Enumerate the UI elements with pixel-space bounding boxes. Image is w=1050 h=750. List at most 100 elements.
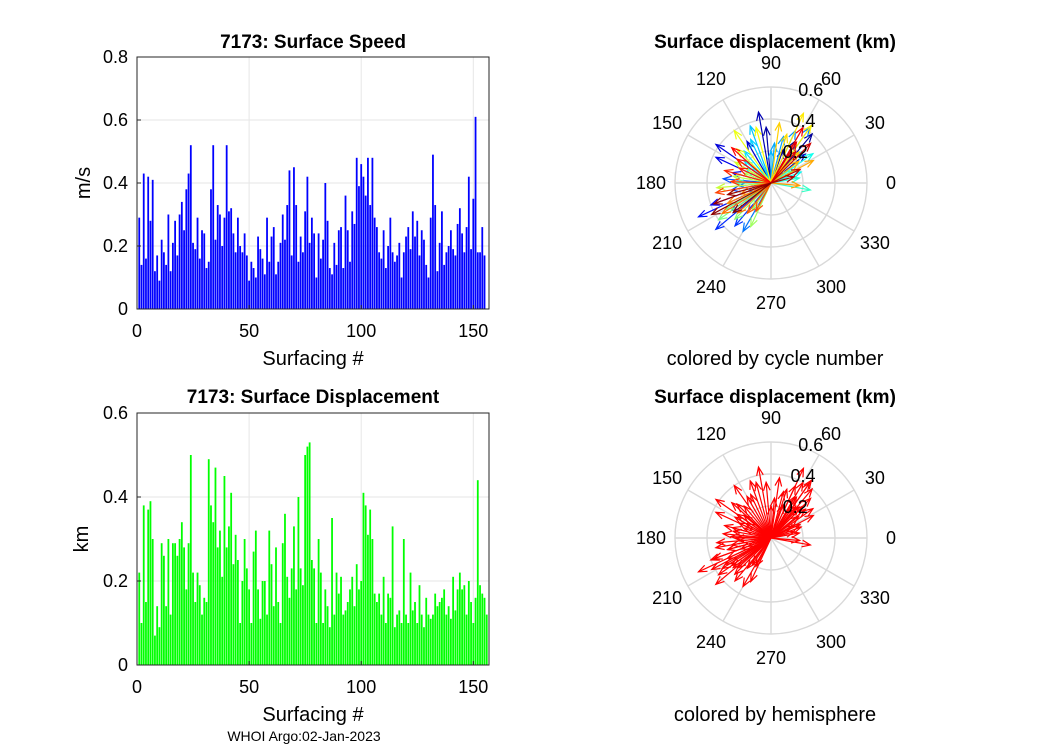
disp-bar [302, 585, 304, 665]
speed-bar [286, 205, 289, 309]
disp-bar [340, 576, 342, 665]
speed-bar [145, 258, 147, 309]
polar1-arrowhead [731, 204, 742, 214]
polar2-vector [730, 536, 772, 539]
speed-bar [315, 277, 318, 309]
polar1-arrowhead [743, 149, 753, 160]
polar2-arrowhead [749, 479, 757, 490]
disp-bar [373, 593, 376, 665]
polar1-arrowhead [751, 200, 761, 211]
disp-bar [445, 614, 448, 665]
speed-bar [382, 230, 385, 309]
displacement-title: 7173: Surface Displacement [187, 387, 440, 408]
speed-bar [456, 223, 459, 309]
speed-bar [384, 268, 387, 309]
disp-bar [461, 589, 463, 665]
disp-bar [234, 534, 237, 665]
polar1-spoke [770, 182, 820, 267]
polar2-arrowhead [802, 497, 812, 507]
polar1-vector [724, 170, 772, 184]
polar1-vector [770, 134, 788, 184]
speed-bar [149, 220, 152, 309]
disp-bar [360, 581, 363, 665]
polar2-arrowhead [756, 465, 764, 477]
polar1-vector [755, 182, 772, 212]
speed-bar [400, 277, 403, 309]
disp-bar [398, 610, 401, 665]
disp-bar [205, 602, 208, 665]
disp-bar [324, 589, 327, 665]
disp-bar [479, 585, 481, 665]
speed-ytick-label: 0.6 [103, 110, 128, 130]
polar1-angle-label: 240 [696, 277, 726, 297]
polar2-arrowhead [731, 559, 742, 569]
speed-bar [326, 220, 329, 309]
speed-bar [319, 258, 322, 309]
disp-bar [353, 606, 356, 665]
speed-ticks: 0 50 100 150 0 0.2 0.4 0.6 0.8 [103, 47, 488, 341]
speed-bar [447, 246, 450, 309]
disp-bar [248, 589, 250, 665]
speed-bar [297, 261, 300, 309]
speed-bar [234, 252, 237, 309]
disp-bar [192, 572, 194, 665]
speed-bar [201, 230, 203, 309]
speed-bar [138, 217, 141, 309]
speed-bar [243, 233, 246, 309]
polar2-arrowhead [790, 535, 802, 544]
speed-bar [353, 223, 356, 309]
polar1-vector [727, 182, 772, 196]
disp-bar [315, 623, 318, 665]
disp-bar [194, 602, 197, 665]
speed-bar [358, 186, 360, 309]
disp-bar [243, 539, 246, 665]
disp-bar [281, 543, 284, 665]
polar2-arrowhead [742, 577, 751, 588]
polar2-vector [770, 477, 781, 539]
disp-bar [349, 589, 351, 665]
polar2-arrowhead [733, 484, 743, 495]
polar1-vector [721, 182, 772, 215]
speed-bar [405, 236, 407, 309]
polar2-vector [770, 468, 805, 539]
disp-bar [236, 560, 239, 665]
speed-title: 7173: Surface Speed [220, 32, 406, 53]
disp-bar [156, 606, 159, 665]
disp-bar [310, 560, 313, 665]
disp-bar [425, 597, 428, 665]
polar2-vector [727, 537, 772, 551]
speed-bar [432, 154, 434, 309]
disp-bar [427, 614, 430, 665]
polar1-vector [715, 182, 772, 194]
speed-bar [449, 230, 452, 309]
disp-bar [344, 610, 347, 665]
polar1-vector [731, 147, 772, 184]
speed-bar [481, 227, 484, 309]
disp-bar [279, 623, 282, 665]
polar2-angle-label: 60 [821, 424, 841, 444]
disp-bar [308, 442, 311, 665]
polar1-arrowhead [714, 221, 725, 231]
speed-bar [174, 220, 177, 309]
disp-bar [470, 602, 472, 665]
speed-bar [205, 268, 208, 309]
disp-bar [185, 589, 188, 665]
polar2-vector [749, 480, 772, 539]
speed-bar [407, 227, 410, 309]
speed-bar [259, 249, 262, 309]
speed-bar [342, 268, 345, 309]
polar2-arrowhead [729, 532, 740, 541]
polar1-vector [770, 113, 805, 184]
speed-bar [317, 233, 320, 309]
polar1-vector [770, 122, 781, 184]
polar2-angle-label: 120 [696, 424, 726, 444]
disp-bar [411, 610, 414, 665]
speed-bar [270, 236, 273, 309]
speed-bar [402, 252, 405, 309]
polar2-vector [715, 537, 772, 549]
speed-bar [225, 145, 228, 309]
speed-bar [387, 246, 389, 309]
disp-bar [389, 597, 392, 665]
polar2-vector [721, 537, 772, 570]
polar1-arrowhead [780, 132, 789, 144]
